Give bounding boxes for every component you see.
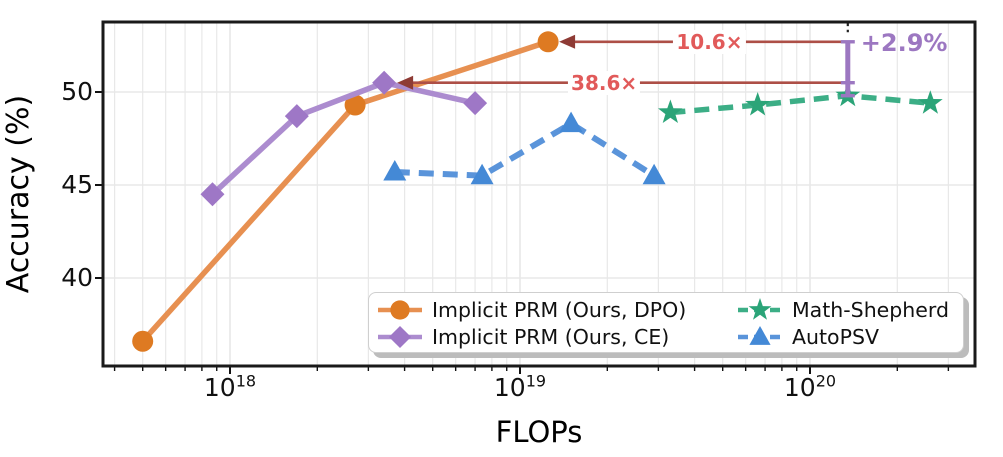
legend: Implicit PRM (Ours, DPO) Implicit PRM (O… — [368, 292, 964, 353]
legend-marker-ce-icon — [378, 325, 422, 348]
annotation-speedup-ce: 38.6× — [568, 70, 641, 95]
legend-label-math-shepherd: Math-Shepherd — [792, 297, 949, 322]
legend-column-1: Implicit PRM (Ours, DPO) Implicit PRM (O… — [377, 296, 737, 352]
legend-label-autopsv: AutoPSV — [792, 324, 879, 349]
annotation-speedup-dpo: 10.6× — [673, 29, 746, 54]
x-tick-label: 1018 — [203, 371, 257, 402]
x-tick-label: 1019 — [493, 371, 547, 402]
legend-item-math-shepherd: Math-Shepherd — [737, 296, 949, 323]
x-tick-label: 1020 — [783, 371, 837, 402]
y-tick-label: 40 — [61, 263, 93, 292]
y-tick-label: 45 — [61, 170, 93, 199]
legend-item-implicit-prm-ce: Implicit PRM (Ours, CE) — [377, 323, 737, 350]
legend-marker-dpo-icon — [378, 299, 422, 320]
legend-item-autopsv: AutoPSV — [737, 323, 949, 350]
y-axis-title: Accuracy (%) — [1, 94, 36, 294]
legend-item-implicit-prm-dpo: Implicit PRM (Ours, DPO) — [377, 296, 737, 323]
x-axis-title: FLOPs — [495, 415, 583, 449]
y-tick-label: 50 — [61, 77, 93, 106]
annotation-accuracy-gain: +2.9% — [860, 28, 948, 57]
legend-marker-autopsv-icon — [738, 325, 782, 345]
legend-label-implicit-prm-ce: Implicit PRM (Ours, CE) — [432, 324, 670, 349]
legend-column-2: Math-Shepherd AutoPSV — [737, 296, 949, 352]
legend-marker-math-shepherd-icon — [738, 297, 782, 320]
legend-label-implicit-prm-dpo: Implicit PRM (Ours, DPO) — [432, 297, 687, 322]
